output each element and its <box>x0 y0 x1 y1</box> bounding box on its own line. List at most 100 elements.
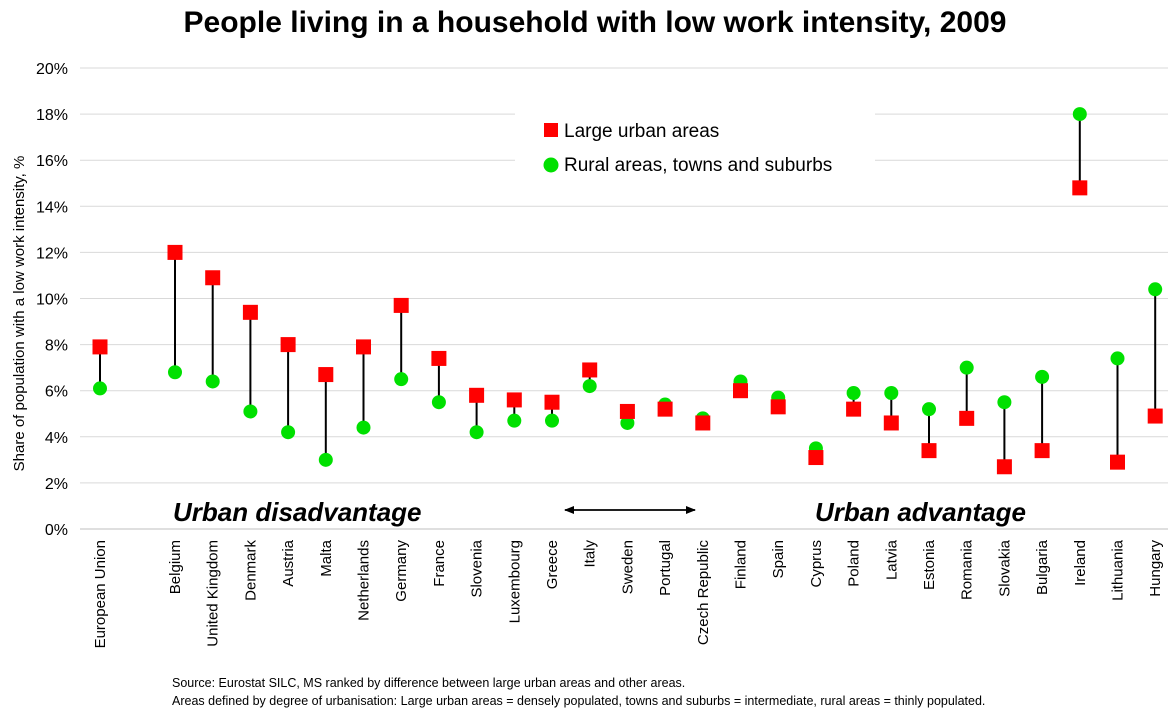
annotation-urban-disadvantage: Urban disadvantage <box>173 497 422 527</box>
x-category-label: Slovakia <box>996 539 1013 596</box>
y-tick-label: 8% <box>45 338 68 355</box>
point-urban <box>770 399 786 415</box>
point-rural <box>959 360 974 375</box>
point-urban <box>167 244 183 260</box>
point-urban <box>318 367 334 383</box>
point-urban <box>1110 454 1125 470</box>
x-category-label: Ireland <box>1072 540 1089 586</box>
point-rural <box>356 420 371 435</box>
point-urban <box>657 401 673 417</box>
point-rural <box>884 386 899 401</box>
x-category-label: Denmark <box>242 540 259 601</box>
point-urban <box>431 350 447 366</box>
y-tick-label: 2% <box>45 476 68 493</box>
point-rural <box>1072 107 1087 122</box>
point-rural <box>997 395 1012 410</box>
point-rural <box>168 365 182 380</box>
point-urban <box>883 415 899 431</box>
point-urban <box>356 339 371 355</box>
point-rural <box>582 379 597 394</box>
y-tick-label: 0% <box>45 522 68 539</box>
x-category-label: Poland <box>846 540 863 587</box>
x-category-label: Slovenia <box>469 539 486 597</box>
point-urban <box>582 362 598 378</box>
x-category-label: France <box>431 540 448 587</box>
point-rural <box>1148 282 1163 297</box>
y-tick-label: 16% <box>36 153 68 170</box>
x-category-label: Estonia <box>921 539 938 590</box>
point-urban <box>808 450 824 466</box>
point-rural <box>1035 369 1050 384</box>
point-urban <box>280 337 296 353</box>
point-urban <box>92 339 108 355</box>
annotation-urban-advantage: Urban advantage <box>815 497 1026 527</box>
x-category-label: Luxembourg <box>506 540 523 623</box>
point-rural <box>205 374 220 389</box>
y-tick-label: 18% <box>36 107 68 124</box>
y-tick-label: 6% <box>45 384 68 401</box>
point-urban <box>996 459 1012 475</box>
chart-title: People living in a household with low wo… <box>183 6 1007 39</box>
x-category-label: Portugal <box>657 540 674 596</box>
x-category-label: United Kingdom <box>205 540 222 647</box>
x-category-label: Sweden <box>619 540 636 594</box>
x-category-label: Germany <box>393 540 410 602</box>
x-category-label: Czech Republic <box>695 540 712 646</box>
y-tick-label: 20% <box>36 61 68 78</box>
y-tick-label: 4% <box>45 430 68 447</box>
point-rural <box>620 415 635 430</box>
x-category-label: Greece <box>544 540 561 589</box>
y-tick-label: 12% <box>36 245 68 262</box>
point-urban <box>619 403 635 419</box>
x-category-label: Belgium <box>167 540 184 594</box>
legend-swatch-urban <box>544 123 558 137</box>
point-urban <box>205 270 221 286</box>
x-category-label: Austria <box>280 539 297 586</box>
point-rural <box>394 372 409 387</box>
y-tick-label: 14% <box>36 199 68 216</box>
point-urban <box>846 401 862 417</box>
point-rural <box>507 413 522 428</box>
x-category-label: Lithuania <box>1110 539 1127 601</box>
point-rural <box>469 425 484 440</box>
point-rural <box>318 452 333 467</box>
point-urban <box>959 410 975 426</box>
x-category-label: European Union <box>92 540 109 648</box>
point-urban <box>1034 443 1050 459</box>
x-category-label: Latvia <box>883 539 900 580</box>
point-urban <box>506 392 522 408</box>
point-rural <box>93 381 107 396</box>
x-category-label: Italy <box>582 540 599 568</box>
source-note: Source: Eurostat SILC, MS ranked by diff… <box>172 676 686 690</box>
point-rural <box>846 386 861 401</box>
point-rural <box>1110 351 1125 366</box>
point-urban <box>242 304 258 320</box>
legend-box <box>515 106 875 186</box>
y-tick-label: 10% <box>36 292 68 309</box>
point-rural <box>922 402 936 417</box>
point-rural <box>281 425 296 440</box>
point-urban <box>921 443 937 459</box>
x-category-label: Finland <box>733 540 750 589</box>
legend-label-urban: Large urban areas <box>564 121 719 142</box>
legend-label-rural: Rural areas, towns and suburbs <box>564 155 832 176</box>
x-category-label: Malta <box>318 539 335 576</box>
point-urban <box>1072 180 1088 196</box>
x-category-label: Cyprus <box>808 540 825 588</box>
area-definition-note: Areas defined by degree of urbanisation:… <box>172 694 986 708</box>
x-category-label: Netherlands <box>356 540 373 621</box>
point-urban <box>695 415 711 431</box>
point-urban <box>469 387 485 403</box>
point-urban <box>544 394 560 410</box>
point-urban <box>1147 408 1163 424</box>
x-category-label: Hungary <box>1147 540 1164 597</box>
point-rural <box>545 413 559 428</box>
point-urban <box>733 383 748 399</box>
point-urban <box>393 297 409 313</box>
point-rural <box>431 395 446 410</box>
y-axis-label: Share of population with a low work inte… <box>11 156 28 472</box>
x-category-label: Spain <box>770 540 787 578</box>
x-category-label: Bulgaria <box>1034 539 1051 595</box>
legend-swatch-rural <box>543 157 559 173</box>
